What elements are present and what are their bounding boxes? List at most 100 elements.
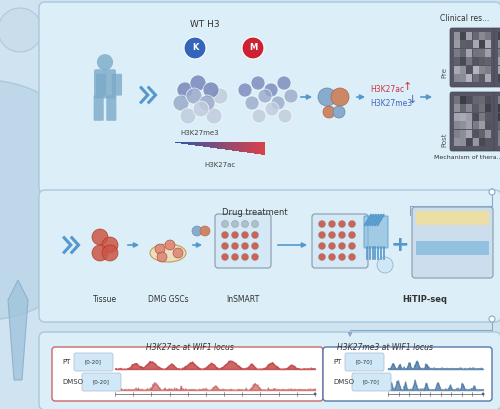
Bar xyxy=(485,104,491,112)
Bar xyxy=(460,74,466,82)
Circle shape xyxy=(338,231,345,238)
Bar xyxy=(454,130,460,138)
Bar xyxy=(248,142,250,153)
Circle shape xyxy=(338,254,345,261)
Circle shape xyxy=(232,231,238,238)
Bar xyxy=(254,142,256,153)
Circle shape xyxy=(489,316,495,322)
Circle shape xyxy=(242,243,248,249)
FancyBboxPatch shape xyxy=(39,190,500,322)
Ellipse shape xyxy=(150,244,186,262)
Circle shape xyxy=(193,101,209,117)
Bar xyxy=(485,74,491,82)
Bar xyxy=(221,142,223,149)
Circle shape xyxy=(200,226,210,236)
Text: [0-20]: [0-20] xyxy=(92,380,110,384)
Text: PT: PT xyxy=(333,359,342,365)
Bar xyxy=(498,121,500,129)
Bar xyxy=(214,142,216,148)
Bar xyxy=(485,130,491,138)
Circle shape xyxy=(92,229,108,245)
Bar xyxy=(246,142,248,153)
Bar xyxy=(479,74,485,82)
Bar xyxy=(416,211,489,225)
Polygon shape xyxy=(8,280,28,380)
Bar xyxy=(219,142,221,149)
Bar xyxy=(230,142,232,151)
Circle shape xyxy=(318,243,326,249)
Circle shape xyxy=(232,243,238,249)
Circle shape xyxy=(252,220,258,227)
Text: PT: PT xyxy=(62,359,70,365)
Bar xyxy=(454,121,460,129)
Bar xyxy=(473,96,479,104)
Bar xyxy=(234,142,235,151)
Text: H3K27me3: H3K27me3 xyxy=(180,130,220,136)
Circle shape xyxy=(323,106,335,118)
Bar xyxy=(485,49,491,57)
Circle shape xyxy=(265,102,279,116)
Bar xyxy=(416,256,489,270)
Text: M: M xyxy=(249,43,257,52)
Circle shape xyxy=(242,231,248,238)
Bar xyxy=(466,104,472,112)
Bar xyxy=(180,142,182,144)
Circle shape xyxy=(328,254,336,261)
Bar xyxy=(485,57,491,65)
Bar xyxy=(212,142,214,148)
Bar xyxy=(498,130,500,138)
Bar xyxy=(177,142,178,143)
Bar xyxy=(202,142,204,147)
Bar xyxy=(460,57,466,65)
Circle shape xyxy=(222,243,228,249)
Bar xyxy=(460,104,466,112)
Circle shape xyxy=(92,245,108,261)
Bar xyxy=(263,142,265,155)
Circle shape xyxy=(155,244,165,254)
FancyBboxPatch shape xyxy=(94,69,116,99)
FancyBboxPatch shape xyxy=(96,74,106,96)
Circle shape xyxy=(264,83,278,97)
Bar xyxy=(241,142,243,152)
Bar xyxy=(498,138,500,146)
Bar xyxy=(200,142,202,146)
Circle shape xyxy=(338,220,345,227)
Circle shape xyxy=(165,240,175,250)
Circle shape xyxy=(284,89,298,103)
Circle shape xyxy=(232,254,238,261)
Bar xyxy=(460,96,466,104)
Bar xyxy=(216,142,217,148)
Bar xyxy=(186,142,188,144)
Circle shape xyxy=(328,243,336,249)
Bar xyxy=(260,142,262,154)
Bar xyxy=(217,142,219,148)
Circle shape xyxy=(157,252,167,262)
Text: Clinical res...: Clinical res... xyxy=(440,14,490,23)
Text: [0-20]: [0-20] xyxy=(84,360,102,364)
Bar xyxy=(466,32,472,40)
Circle shape xyxy=(199,95,215,111)
Bar xyxy=(479,57,485,65)
Bar xyxy=(194,142,195,146)
Text: K: K xyxy=(192,43,198,52)
Bar xyxy=(485,138,491,146)
Circle shape xyxy=(186,88,202,104)
Bar xyxy=(473,138,479,146)
Circle shape xyxy=(318,231,326,238)
Bar xyxy=(473,57,479,65)
Circle shape xyxy=(242,220,248,227)
Bar xyxy=(460,130,466,138)
Text: ↑: ↑ xyxy=(403,82,412,92)
Circle shape xyxy=(184,37,206,59)
FancyBboxPatch shape xyxy=(345,353,384,371)
Circle shape xyxy=(173,248,183,258)
Circle shape xyxy=(333,106,345,118)
Circle shape xyxy=(278,109,292,123)
Bar xyxy=(178,142,180,144)
Bar xyxy=(479,40,485,48)
Bar xyxy=(460,66,466,74)
Bar xyxy=(416,226,489,240)
Bar xyxy=(232,142,234,151)
Bar xyxy=(485,121,491,129)
Circle shape xyxy=(177,82,193,98)
